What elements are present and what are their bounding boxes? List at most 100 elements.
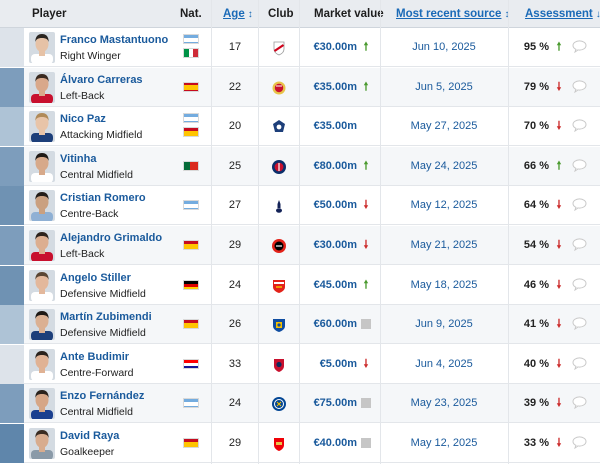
market-value-link[interactable]: €45.00m (313, 278, 357, 291)
arrow-down-icon: 🠗 (556, 239, 562, 251)
market-value-link[interactable]: €50.00m (313, 199, 357, 212)
source-date-link[interactable]: Jun 9, 2025 (415, 318, 473, 331)
market-value-link[interactable]: €5.00m (319, 357, 357, 370)
club-crest-icon[interactable] (271, 80, 287, 96)
comment-bubble-icon[interactable] (572, 198, 587, 212)
arrow-up-icon: 🠕 (363, 278, 369, 291)
player-name-link[interactable]: Cristian Romero (60, 192, 146, 205)
market-value-link[interactable]: €60.00m (313, 318, 357, 331)
market-value-link[interactable]: €75.00m (313, 397, 357, 410)
club-crest-icon[interactable] (271, 436, 287, 452)
row-strip (0, 424, 24, 463)
header-assessment-sort[interactable]: Assessment ↓ (525, 8, 600, 20)
flag-icon (183, 358, 199, 369)
arrow-down-icon: 🠗 (556, 397, 562, 410)
club-crest-icon[interactable] (271, 317, 287, 333)
source-date-link[interactable]: Jun 4, 2025 (415, 357, 473, 370)
market-value-link[interactable]: €35.00m (313, 120, 357, 133)
nationality-flags (183, 107, 199, 146)
row-strip (0, 226, 24, 265)
club-crest-icon[interactable] (271, 278, 287, 294)
nationality-flags (183, 266, 199, 305)
player-name-link[interactable]: Martín Zubimendi (60, 311, 152, 324)
source-date-link[interactable]: May 21, 2025 (410, 239, 478, 251)
avatar[interactable] (29, 348, 55, 380)
comment-bubble-icon[interactable] (572, 277, 587, 291)
column-divider (211, 0, 212, 464)
player-name-link[interactable]: Nico Paz (60, 113, 106, 126)
player-name-link[interactable]: David Raya (60, 430, 120, 442)
avatar[interactable] (29, 230, 55, 261)
comment-bubble-icon[interactable] (572, 119, 587, 133)
source-date-link[interactable]: May 18, 2025 (410, 278, 478, 291)
avatar[interactable] (29, 309, 55, 341)
player-age: 25 (228, 159, 242, 172)
avatar[interactable] (29, 190, 55, 222)
arrow-up-icon: 🠕 (363, 41, 369, 53)
comment-bubble-icon[interactable] (572, 317, 587, 331)
avatar[interactable] (29, 269, 55, 301)
market-value-link[interactable]: €30.00m (313, 239, 357, 251)
header-assessment[interactable]: Assessment (525, 8, 593, 20)
comment-bubble-icon[interactable] (572, 357, 587, 371)
player-name-link[interactable]: Angelo Stiller (60, 271, 131, 284)
club-crest-icon[interactable] (271, 357, 287, 373)
club-crest-icon[interactable] (271, 238, 287, 254)
avatar[interactable] (29, 32, 55, 63)
source-date-link[interactable]: May 27, 2025 (410, 120, 478, 133)
market-value-link[interactable]: €30.00m (313, 41, 357, 53)
club-crest-icon[interactable] (271, 396, 287, 412)
club-crest-icon[interactable] (271, 40, 287, 56)
source-date-link[interactable]: May 23, 2025 (410, 397, 478, 410)
comment-bubble-icon[interactable] (572, 436, 587, 450)
avatar[interactable] (29, 111, 55, 143)
club-crest-icon[interactable] (271, 119, 287, 135)
player-name-link[interactable]: Ante Budimir (60, 350, 130, 363)
source-date-link[interactable]: May 12, 2025 (410, 199, 478, 212)
avatar[interactable] (29, 71, 55, 103)
player-name-link[interactable]: Enzo Fernández (60, 390, 145, 403)
player-name-link[interactable]: Franco Mastantuono (60, 34, 169, 46)
player-name-link[interactable]: Vitinha (60, 152, 97, 165)
sort-desc-icon[interactable]: ↓ (595, 9, 600, 20)
player-name-link[interactable]: Alejandro Grimaldo (60, 232, 163, 244)
arrow-up-icon: 🠕 (363, 159, 369, 172)
sort-icon[interactable]: ↕ (504, 9, 510, 20)
sort-icon[interactable]: ↕ (247, 9, 253, 20)
market-value-link[interactable]: €35.00m (313, 80, 357, 93)
header-most-recent-source[interactable]: Most recent source (396, 8, 502, 20)
source-date-link[interactable]: May 12, 2025 (410, 437, 478, 449)
assessment-percent: 46 % (523, 278, 549, 291)
avatar[interactable] (29, 428, 55, 459)
comment-bubble-icon[interactable] (572, 159, 587, 173)
row-strip (0, 344, 24, 384)
table-row: Franco Mastantuono Right Winger 17 €30.00m 🠕… (0, 28, 600, 67)
header-age[interactable]: Age (223, 8, 245, 20)
comment-bubble-icon[interactable] (572, 396, 587, 410)
comment-bubble-icon[interactable] (572, 40, 587, 54)
nationality-flags (183, 305, 199, 344)
player-age: 22 (228, 80, 242, 93)
nationality-flags (183, 28, 199, 67)
column-divider (380, 0, 381, 464)
column-divider (258, 0, 259, 464)
player-age: 20 (228, 120, 242, 133)
source-date-link[interactable]: Jun 5, 2025 (415, 80, 473, 93)
avatar[interactable] (29, 388, 55, 420)
comment-bubble-icon[interactable] (572, 79, 587, 93)
square-icon (360, 397, 372, 409)
header-age-sort[interactable]: Age ↕ (223, 8, 253, 20)
header-source-sort[interactable]: Most recent source ↕ (396, 8, 509, 20)
market-value-link[interactable]: €40.00m (313, 437, 357, 449)
club-crest-icon[interactable] (271, 159, 287, 175)
market-value-link[interactable]: €80.00m (313, 159, 357, 172)
player-name-link[interactable]: Álvaro Carreras (60, 73, 143, 86)
comment-bubble-icon[interactable] (572, 238, 587, 252)
avatar[interactable] (29, 150, 55, 182)
assessment-percent: 33 % (523, 437, 549, 449)
club-crest-icon[interactable] (271, 198, 287, 214)
source-date-link[interactable]: Jun 10, 2025 (412, 41, 476, 53)
square-icon (360, 437, 372, 449)
arrow-down-icon: 🠗 (556, 80, 562, 93)
source-date-link[interactable]: May 24, 2025 (410, 159, 478, 172)
